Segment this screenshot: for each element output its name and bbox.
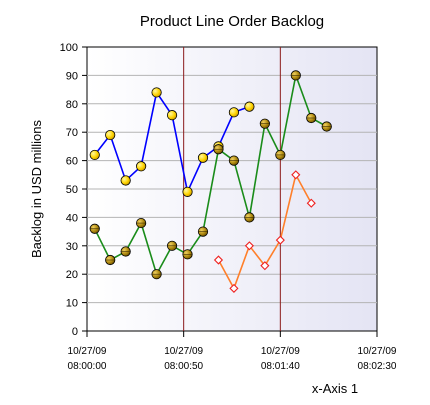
series-3-point: [291, 170, 301, 180]
y-tick-label: 60: [66, 156, 78, 168]
series-3-point: [229, 283, 239, 293]
x-tick-label-date: 10/27/09: [68, 346, 107, 357]
series-1-point: [89, 149, 100, 161]
series-2-line: [93, 72, 328, 277]
series-3-point: [275, 235, 285, 245]
y-tick-label: 40: [66, 212, 78, 224]
x-tick-label-time: 08:02:30: [358, 361, 397, 372]
series-1-point: [197, 152, 209, 163]
axis-layer: 0 10 20 30 40 50 60 70 80 90 100 10/27/09 08:00:00 10…: [60, 42, 397, 372]
series-3-point: [306, 198, 316, 208]
series-layer: [89, 70, 332, 293]
series-3-point: [260, 261, 270, 271]
series-1-point: [105, 129, 116, 141]
series-3-point: [213, 255, 224, 265]
x-tick-label-date: 10/27/09: [261, 346, 300, 357]
series-1-point: [182, 186, 193, 197]
series-1-point: [244, 101, 255, 112]
y-tick-label: 70: [66, 127, 78, 139]
series-1-point: [166, 110, 178, 121]
y-tick-label: 50: [66, 184, 78, 196]
x-tick-label-date: 10/27/09: [164, 346, 203, 357]
x-tick-label-time: 08:01:40: [261, 361, 300, 372]
series-1-point: [136, 161, 147, 172]
y-tick-label: 100: [60, 42, 78, 54]
series-1-point: [228, 107, 240, 118]
series-1-point: [151, 87, 162, 98]
y-tick-label: 80: [66, 99, 78, 111]
y-tick-label: 20: [66, 269, 78, 281]
x-tick-label-time: 08:00:00: [68, 361, 107, 372]
x-tick-label-time: 08:00:50: [164, 361, 203, 372]
chart-title: Product Line Order Backlog: [140, 13, 324, 30]
y-axis-title: Backlog in USD millions: [29, 120, 44, 258]
y-tick-label: 90: [66, 70, 78, 82]
y-tick-label: 0: [72, 326, 78, 338]
series-3-point: [244, 241, 254, 251]
x-axis-title: x-Axis 1: [312, 381, 358, 396]
x-tick-label-date: 10/27/09: [358, 346, 397, 357]
series-1-point: [120, 175, 131, 186]
y-tick-label: 30: [66, 241, 78, 253]
y-tick-label: 10: [66, 298, 78, 310]
